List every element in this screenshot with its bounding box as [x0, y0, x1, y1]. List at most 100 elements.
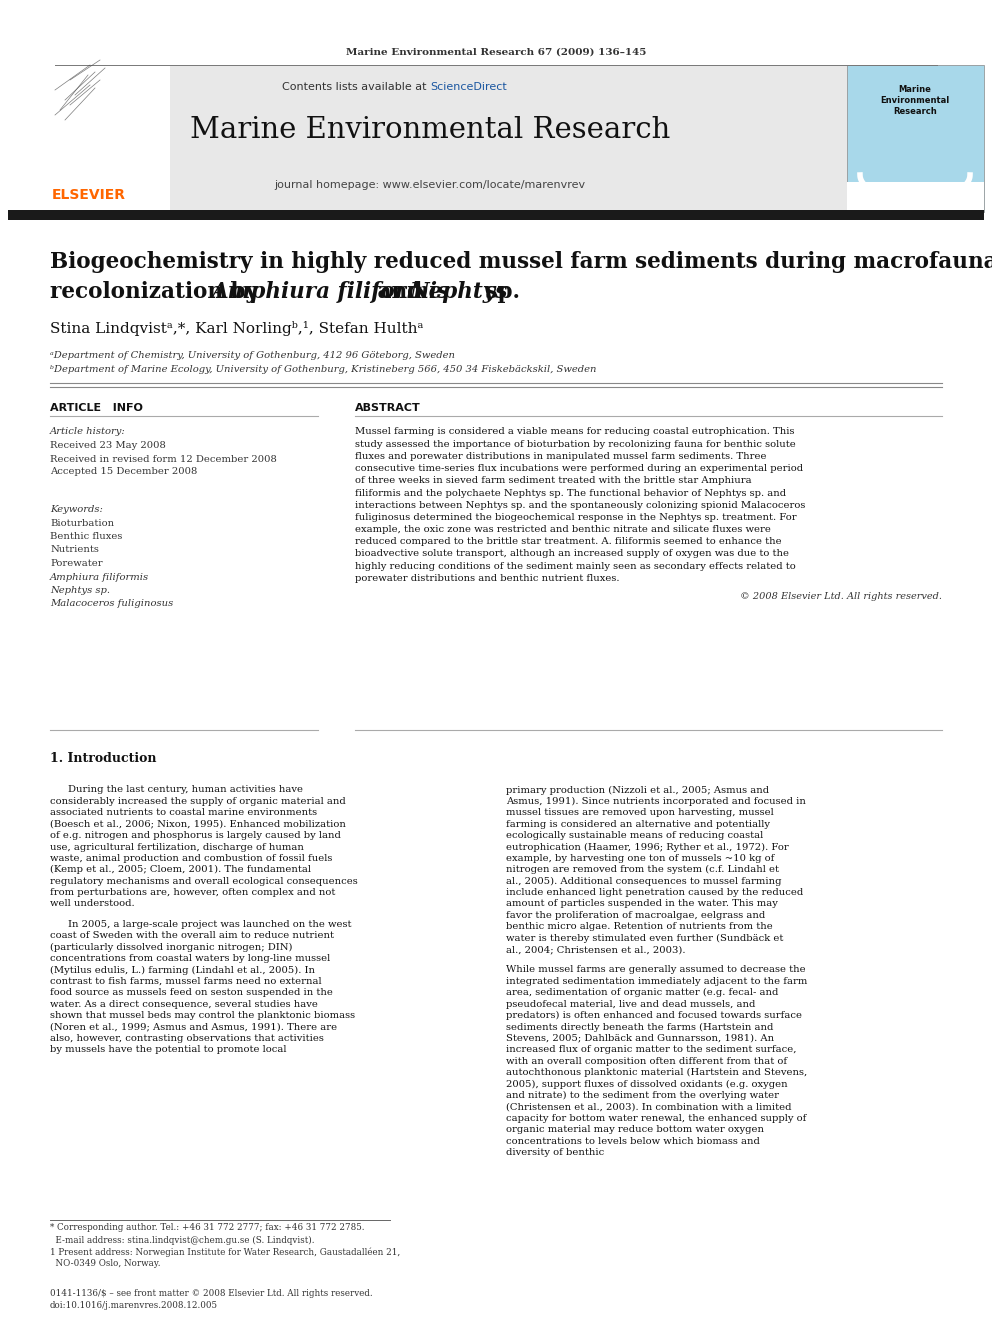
Text: * Corresponding author. Tel.: +46 31 772 2777; fax: +46 31 772 2785.: * Corresponding author. Tel.: +46 31 772… [50, 1224, 364, 1233]
Text: ABSTRACT: ABSTRACT [355, 404, 421, 413]
Text: doi:10.1016/j.marenvres.2008.12.005: doi:10.1016/j.marenvres.2008.12.005 [50, 1302, 218, 1311]
Text: fluxes and porewater distributions in manipulated mussel farm sediments. Three: fluxes and porewater distributions in ma… [355, 452, 767, 460]
Text: coast of Sweden with the overall aim to reduce nutrient: coast of Sweden with the overall aim to … [50, 931, 334, 941]
Text: ecologically sustainable means of reducing coastal: ecologically sustainable means of reduci… [506, 831, 763, 840]
Text: integrated sedimentation immediately adjacent to the farm: integrated sedimentation immediately adj… [506, 976, 807, 986]
Text: increased flux of organic matter to the sediment surface,: increased flux of organic matter to the … [506, 1045, 797, 1054]
Text: ScienceDirect: ScienceDirect [430, 82, 507, 93]
Text: Received in revised form 12 December 2008: Received in revised form 12 December 200… [50, 455, 277, 463]
Text: use, agricultural fertilization, discharge of human: use, agricultural fertilization, dischar… [50, 843, 304, 852]
Text: regulatory mechanisms and overall ecological consequences: regulatory mechanisms and overall ecolog… [50, 877, 358, 885]
Text: organic material may reduce bottom water oxygen: organic material may reduce bottom water… [506, 1125, 764, 1134]
Text: porewater distributions and benthic nutrient fluxes.: porewater distributions and benthic nutr… [355, 574, 619, 583]
Text: study assessed the importance of bioturbation by recolonizing fauna for benthic : study assessed the importance of bioturb… [355, 439, 796, 448]
Text: highly reducing conditions of the sediment mainly seen as secondary effects rela: highly reducing conditions of the sedime… [355, 562, 796, 570]
Text: Porewater: Porewater [50, 560, 102, 568]
Text: Benthic fluxes: Benthic fluxes [50, 532, 122, 541]
Text: well understood.: well understood. [50, 900, 135, 909]
Text: associated nutrients to coastal marine environments: associated nutrients to coastal marine e… [50, 808, 317, 818]
Text: mussel tissues are removed upon harvesting, mussel: mussel tissues are removed upon harvesti… [506, 808, 774, 818]
Text: al., 2005). Additional consequences to mussel farming: al., 2005). Additional consequences to m… [506, 877, 782, 886]
Text: by mussels have the potential to promote local: by mussels have the potential to promote… [50, 1045, 287, 1054]
Text: with an overall composition often different from that of: with an overall composition often differ… [506, 1057, 787, 1066]
Text: capacity for bottom water renewal, the enhanced supply of: capacity for bottom water renewal, the e… [506, 1114, 806, 1123]
Bar [847, 65, 984, 212]
Text: Malacoceros fuliginosus: Malacoceros fuliginosus [50, 599, 174, 609]
Text: water. As a direct consequence, several studies have: water. As a direct consequence, several … [50, 1000, 317, 1008]
Text: of e.g. nitrogen and phosphorus is largely caused by land: of e.g. nitrogen and phosphorus is large… [50, 831, 341, 840]
Text: (Noren et al., 1999; Asmus and Asmus, 1991). There are: (Noren et al., 1999; Asmus and Asmus, 19… [50, 1023, 337, 1032]
Text: Contents lists available at: Contents lists available at [282, 82, 430, 93]
Text: and: and [370, 280, 430, 303]
Text: Accepted 15 December 2008: Accepted 15 December 2008 [50, 467, 197, 476]
Text: (particularly dissolved inorganic nitrogen; DIN): (particularly dissolved inorganic nitrog… [50, 942, 293, 951]
Text: 2005), support fluxes of dissolved oxidants (e.g. oxygen: 2005), support fluxes of dissolved oxida… [506, 1080, 788, 1089]
Text: Biogeochemistry in highly reduced mussel farm sediments during macrofaunal: Biogeochemistry in highly reduced mussel… [50, 251, 992, 273]
Text: 1. Introduction: 1. Introduction [50, 751, 157, 765]
Text: nitrogen are removed from the system (c.f. Lindahl et: nitrogen are removed from the system (c.… [506, 865, 779, 875]
Text: E-mail address: stina.lindqvist@chem.gu.se (S. Lindqvist).: E-mail address: stina.lindqvist@chem.gu.… [50, 1236, 314, 1245]
Text: from perturbations are, however, often complex and not: from perturbations are, however, often c… [50, 888, 335, 897]
Text: pseudofecal material, live and dead mussels, and: pseudofecal material, live and dead muss… [506, 1000, 755, 1008]
Text: reduced compared to the brittle star treatment. A. filiformis seemed to enhance : reduced compared to the brittle star tre… [355, 537, 782, 546]
Text: filiformis and the polychaete Nephtys sp. The functional behavior of Nephtys sp.: filiformis and the polychaete Nephtys sp… [355, 488, 786, 497]
Text: journal homepage: www.elsevier.com/locate/marenvrev: journal homepage: www.elsevier.com/locat… [275, 180, 585, 191]
Text: diversity of benthic: diversity of benthic [506, 1148, 604, 1156]
Text: shown that mussel beds may control the planktonic biomass: shown that mussel beds may control the p… [50, 1011, 355, 1020]
Text: © 2008 Elsevier Ltd. All rights reserved.: © 2008 Elsevier Ltd. All rights reserved… [740, 593, 942, 601]
Text: benthic micro algae. Retention of nutrients from the: benthic micro algae. Retention of nutrie… [506, 922, 773, 931]
Text: (Christensen et al., 2003). In combination with a limited: (Christensen et al., 2003). In combinati… [506, 1102, 792, 1111]
Text: Nephtys: Nephtys [410, 280, 508, 303]
Text: example, the oxic zone was restricted and benthic nitrate and silicate fluxes we: example, the oxic zone was restricted an… [355, 525, 771, 534]
Text: concentrations to levels below which biomass and: concentrations to levels below which bio… [506, 1136, 760, 1146]
Text: fuliginosus determined the biogeochemical response in the Nephtys sp. treatment.: fuliginosus determined the biogeochemica… [355, 513, 797, 521]
Text: Nephtys sp.: Nephtys sp. [50, 586, 110, 595]
Text: ᵇDepartment of Marine Ecology, University of Gothenburg, Kristineberg 566, 450 3: ᵇDepartment of Marine Ecology, Universit… [50, 365, 596, 373]
Text: Asmus, 1991). Since nutrients incorporated and focused in: Asmus, 1991). Since nutrients incorporat… [506, 796, 806, 806]
Text: (Boesch et al., 2006; Nixon, 1995). Enhanced mobilization: (Boesch et al., 2006; Nixon, 1995). Enha… [50, 820, 346, 828]
Bar [8, 65, 170, 212]
Bar [847, 183, 984, 212]
Text: ELSEVIER: ELSEVIER [52, 188, 126, 202]
Text: (Mytilus edulis, L.) farming (Lindahl et al., 2005). In: (Mytilus edulis, L.) farming (Lindahl et… [50, 966, 315, 975]
Text: ᵃDepartment of Chemistry, University of Gothenburg, 412 96 Göteborg, Sweden: ᵃDepartment of Chemistry, University of … [50, 351, 455, 360]
Text: sp.: sp. [478, 280, 520, 303]
Text: water is thereby stimulated even further (Sundbäck et: water is thereby stimulated even further… [506, 934, 784, 943]
Text: farming is considered an alternative and potentially: farming is considered an alternative and… [506, 820, 770, 828]
Text: and nitrate) to the sediment from the overlying water: and nitrate) to the sediment from the ov… [506, 1091, 779, 1099]
Text: eutrophication (Haamer, 1996; Ryther et al., 1972). For: eutrophication (Haamer, 1996; Ryther et … [506, 843, 789, 852]
Text: area, sedimentation of organic matter (e.g. fecal- and: area, sedimentation of organic matter (e… [506, 988, 779, 998]
Text: food source as mussels feed on seston suspended in the: food source as mussels feed on seston su… [50, 988, 333, 998]
Text: 0141-1136/$ – see front matter © 2008 Elsevier Ltd. All rights reserved.: 0141-1136/$ – see front matter © 2008 El… [50, 1289, 373, 1298]
Text: predators) is often enhanced and focused towards surface: predators) is often enhanced and focused… [506, 1011, 802, 1020]
Bar [8, 210, 984, 220]
Text: example, by harvesting one ton of mussels ~10 kg of: example, by harvesting one ton of mussel… [506, 853, 775, 863]
Text: Keywords:: Keywords: [50, 505, 103, 515]
Text: recolonization by: recolonization by [50, 280, 266, 303]
Text: In 2005, a large-scale project was launched on the west: In 2005, a large-scale project was launc… [68, 919, 351, 929]
Text: Marine
Environmental
Research: Marine Environmental Research [880, 85, 949, 116]
Text: of three weeks in sieved farm sediment treated with the brittle star Amphiura: of three weeks in sieved farm sediment t… [355, 476, 752, 486]
Text: Marine Environmental Research: Marine Environmental Research [189, 116, 671, 144]
Text: Amphiura filiformis: Amphiura filiformis [212, 280, 450, 303]
Text: waste, animal production and combustion of fossil fuels: waste, animal production and combustion … [50, 853, 332, 863]
Text: also, however, contrasting observations that activities: also, however, contrasting observations … [50, 1033, 323, 1043]
Text: sediments directly beneath the farms (Hartstein and: sediments directly beneath the farms (Ha… [506, 1023, 774, 1032]
Text: Stevens, 2005; Dahlbäck and Gunnarsson, 1981). An: Stevens, 2005; Dahlbäck and Gunnarsson, … [506, 1033, 774, 1043]
Text: While mussel farms are generally assumed to decrease the: While mussel farms are generally assumed… [506, 966, 806, 975]
Text: amount of particles suspended in the water. This may: amount of particles suspended in the wat… [506, 900, 778, 909]
Text: Stina Lindqvistᵃ,*, Karl Norlingᵇ,¹, Stefan Hulthᵃ: Stina Lindqvistᵃ,*, Karl Norlingᵇ,¹, Ste… [50, 320, 424, 336]
Text: include enhanced light penetration caused by the reduced: include enhanced light penetration cause… [506, 888, 804, 897]
Text: bioadvective solute transport, although an increased supply of oxygen was due to: bioadvective solute transport, although … [355, 549, 789, 558]
Text: consecutive time-series flux incubations were performed during an experimental p: consecutive time-series flux incubations… [355, 464, 804, 474]
Text: Amphiura filiformis: Amphiura filiformis [50, 573, 149, 582]
Text: concentrations from coastal waters by long-line mussel: concentrations from coastal waters by lo… [50, 954, 330, 963]
Text: primary production (Nizzoli et al., 2005; Asmus and: primary production (Nizzoli et al., 2005… [506, 786, 769, 795]
Text: considerably increased the supply of organic material and: considerably increased the supply of org… [50, 796, 346, 806]
Text: Marine Environmental Research 67 (2009) 136–145: Marine Environmental Research 67 (2009) … [346, 48, 646, 57]
Text: (Kemp et al., 2005; Cloem, 2001). The fundamental: (Kemp et al., 2005; Cloem, 2001). The fu… [50, 865, 311, 875]
Text: favor the proliferation of macroalgae, eelgrass and: favor the proliferation of macroalgae, e… [506, 912, 765, 919]
Text: Mussel farming is considered a viable means for reducing coastal eutrophication.: Mussel farming is considered a viable me… [355, 427, 795, 437]
Text: interactions between Nephtys sp. and the spontaneously colonizing spionid Malaco: interactions between Nephtys sp. and the… [355, 500, 806, 509]
Text: 1 Present address: Norwegian Institute for Water Research, Gaustadalléen 21,: 1 Present address: Norwegian Institute f… [50, 1248, 400, 1257]
